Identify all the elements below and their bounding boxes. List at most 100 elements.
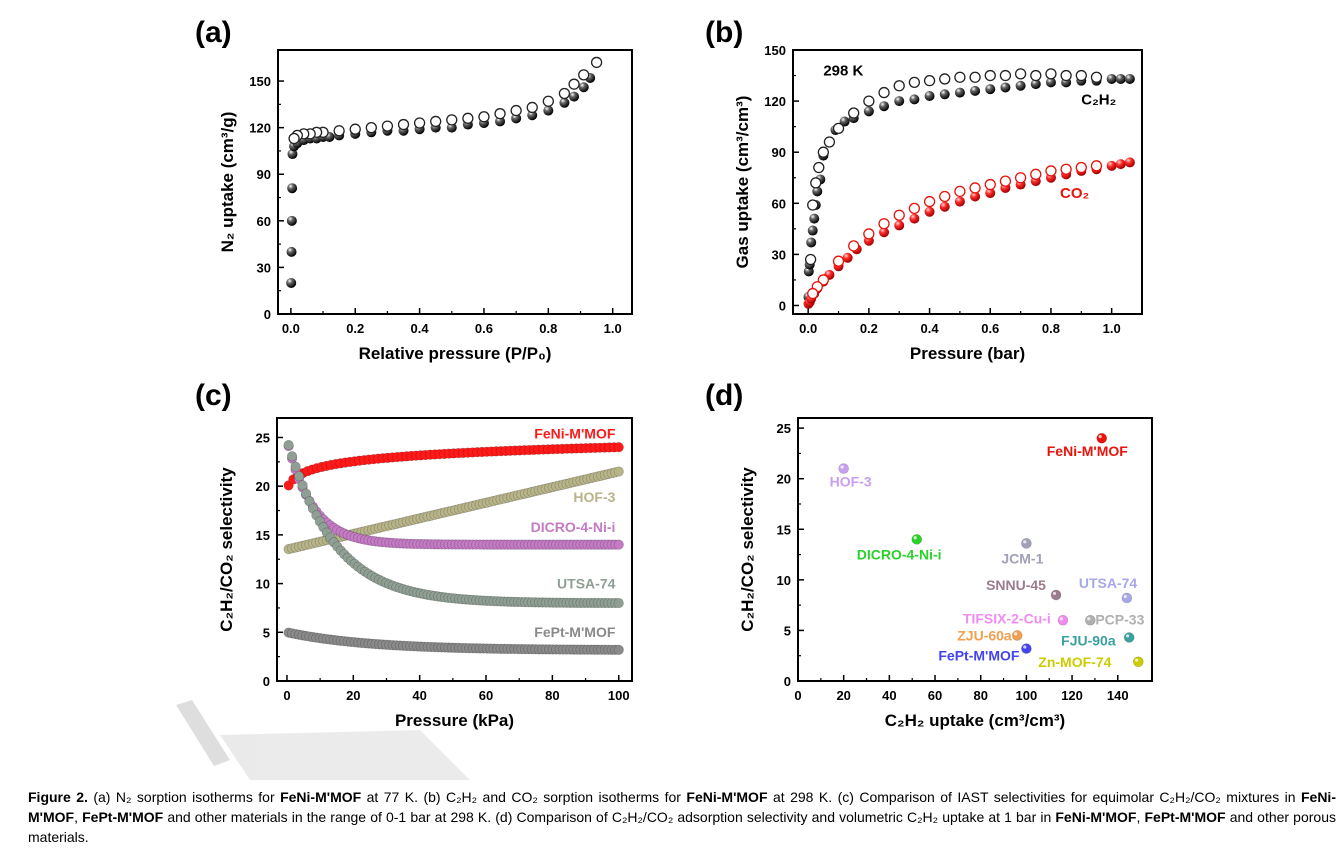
- data-series: [288, 56, 603, 145]
- y-tick-label: 0: [779, 298, 786, 313]
- data-point: [812, 186, 823, 197]
- data-point: [286, 277, 297, 288]
- data-point: [613, 597, 624, 609]
- data-point: [1015, 80, 1026, 91]
- y-tick-label: 25: [777, 421, 791, 436]
- data-point-highlight: [1123, 594, 1127, 599]
- data-point: [1106, 160, 1117, 171]
- figure: (a) (b) (c) (d) 0.0 0.2 0.4 0.6 0.8 1.0 0 30 60 9…: [176, 16, 1153, 780]
- panel-a-chart: 0.0 0.2 0.4 0.6 0.8 1.0 0 30 60 90 120 150 Relative …: [218, 49, 633, 363]
- data-series: [283, 439, 624, 609]
- data-point: [863, 106, 874, 117]
- x-tick-label: 0: [283, 688, 290, 703]
- series-label: UTSA-74: [557, 575, 616, 591]
- data-point: [446, 114, 458, 126]
- x-tick-label: 0.6: [475, 321, 493, 336]
- x-tick-label: 60: [928, 688, 942, 703]
- data-point: [939, 190, 951, 203]
- data-point: [1090, 71, 1103, 83]
- data-series: [804, 68, 1103, 266]
- data-point: [569, 91, 580, 102]
- data-point: [462, 112, 474, 124]
- data-point: [807, 225, 818, 236]
- data-point: [1057, 615, 1069, 626]
- data-point: [954, 71, 966, 83]
- data-point: [842, 252, 853, 263]
- data-point: [832, 255, 845, 267]
- data-point: [558, 87, 571, 100]
- data-point: [954, 87, 965, 98]
- data-point: [613, 442, 624, 453]
- data-point: [1124, 157, 1135, 168]
- y-tick-label: 0: [263, 674, 270, 689]
- data-point: [568, 78, 580, 90]
- caption-bold-term: FePt-M'MOF: [1144, 809, 1226, 825]
- data-point: [286, 246, 297, 257]
- data-series: [803, 157, 1135, 309]
- data-point: [969, 71, 981, 83]
- data-point-highlight: [1052, 591, 1057, 596]
- data-point: [1121, 592, 1133, 604]
- data-point: [1030, 69, 1042, 82]
- material-point: PCP-33: [1085, 611, 1145, 627]
- data-point: [985, 84, 996, 95]
- data-point-highlight: [1059, 617, 1063, 621]
- data-point: [1085, 615, 1096, 626]
- data-point: [526, 101, 538, 114]
- panel-c-chart: 0 20 40 60 80 100 0 5 10 15 20 25 Pressure (kPa) C₂H₂…: [217, 417, 633, 730]
- data-point: [283, 439, 294, 451]
- y-tick-label: 5: [263, 625, 270, 640]
- plot-frame: [276, 417, 633, 682]
- material-point: JCM-1: [1001, 538, 1044, 566]
- material-point: UTSA-74: [1079, 575, 1137, 604]
- x-tick-label: 60: [479, 688, 493, 703]
- data-point: [1106, 73, 1117, 84]
- data-point: [879, 227, 890, 238]
- data-point-highlight: [913, 536, 917, 540]
- series-label: FeNi-M'MOF: [534, 425, 616, 441]
- x-axis-title: Pressure (kPa): [395, 711, 514, 730]
- data-point: [810, 177, 822, 189]
- data-point: [286, 451, 298, 462]
- data-point: [1030, 79, 1041, 90]
- data-point: [543, 105, 554, 116]
- data-point: [1096, 432, 1108, 444]
- data-point: [954, 185, 966, 198]
- data-point: [613, 466, 624, 477]
- data-point: [817, 146, 829, 158]
- y-tick-label: 150: [249, 74, 271, 89]
- data-point: [365, 121, 377, 134]
- data-point: [909, 213, 920, 224]
- data-point: [909, 94, 920, 105]
- data-point: [1021, 538, 1032, 549]
- data-point: [297, 480, 308, 491]
- data-point: [838, 463, 849, 474]
- x-tick-label: 0.8: [1042, 321, 1060, 336]
- data-point: [999, 69, 1012, 82]
- x-tick-label: 1.0: [1103, 321, 1121, 336]
- x-tick-label: 1.0: [604, 321, 622, 336]
- y-axis-title: C₂H₂/CO₂ selectivity: [738, 467, 757, 632]
- material-label: TIFSIX-2-Cu-i: [963, 610, 1051, 626]
- caption-prefix: Figure 2.: [28, 789, 88, 805]
- material-point: DICRO-4-Ni-i: [857, 534, 942, 562]
- data-point: [806, 237, 817, 248]
- x-tick-label: 0.0: [282, 321, 300, 336]
- x-axis-title: Relative pressure (P/P₀): [359, 344, 552, 363]
- x-tick-label: 80: [545, 688, 559, 703]
- y-tick-label: 15: [777, 522, 791, 537]
- panel-label-b: (b): [705, 16, 743, 49]
- series-label: DICRO-4-Ni-i: [531, 519, 616, 535]
- plot-frame: [277, 49, 633, 315]
- data-point: [939, 89, 950, 100]
- panel-label-a: (a): [195, 16, 232, 49]
- data-point: [863, 228, 875, 240]
- data-point: [878, 218, 890, 230]
- material-point: SNNU-45: [986, 577, 1062, 601]
- data-point: [446, 122, 457, 133]
- data-point: [1115, 159, 1126, 170]
- series-label: HOF-3: [573, 489, 615, 505]
- x-tick-label: 120: [1061, 688, 1083, 703]
- y-tick-label: 10: [777, 573, 791, 588]
- y-tick-label: 30: [257, 260, 271, 275]
